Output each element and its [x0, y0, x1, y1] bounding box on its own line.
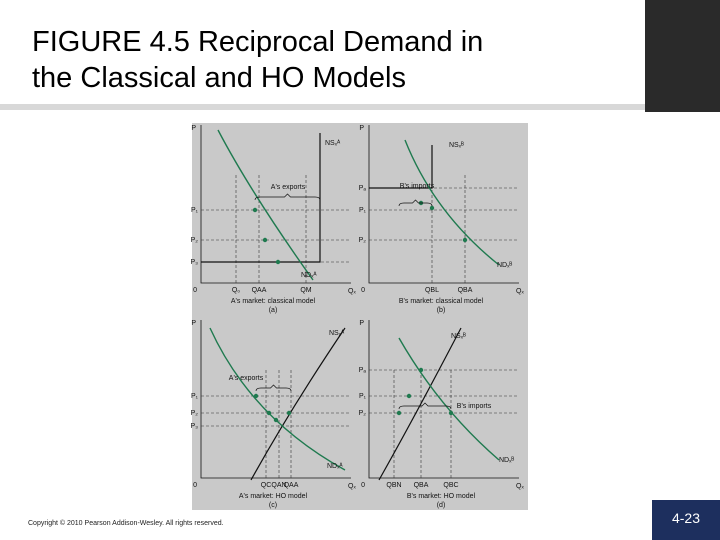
y-tick-label: P₂ [359, 237, 367, 244]
x-axis-label: Qₓ [348, 288, 356, 295]
x-tick-label: QAA [284, 482, 299, 489]
x-tick-label: QC [261, 482, 272, 489]
title-line: FIGURE 4.5 Reciprocal Demand in [32, 26, 484, 58]
x-axis-label: Qₓ [516, 288, 524, 295]
supply-curve [250, 327, 346, 481]
x-tick-label: Q₀ [232, 287, 240, 294]
point [273, 417, 279, 423]
demand-label: NDₓᴬ [327, 462, 343, 470]
title-line: the Classical and HO Models [32, 62, 406, 94]
x-axis-label: Qₓ [516, 483, 524, 490]
panel-letter: (d) [437, 502, 446, 509]
x-tick-label: QM [300, 287, 311, 294]
origin-label: 0 [193, 482, 197, 489]
x-tick-label: QBN [386, 482, 401, 489]
region-label: A's exports [271, 184, 306, 191]
point [275, 259, 281, 265]
region-label: B's imports [457, 403, 492, 410]
point [429, 205, 435, 211]
axis [200, 320, 351, 479]
demand-curve [404, 139, 500, 266]
brace [398, 402, 452, 410]
axis [200, 125, 351, 284]
region-label: A's exports [229, 375, 264, 382]
point [418, 367, 424, 373]
point [462, 237, 468, 243]
y-tick-label: P₁ [191, 207, 199, 214]
x-tick-label: QBA [414, 482, 429, 489]
page-number: 4-23 [652, 500, 720, 540]
point [396, 410, 402, 416]
logo [645, 0, 720, 112]
region-label: B's imports [400, 183, 435, 190]
y-tick-label: P₃ [190, 423, 198, 430]
x-tick-label: QBL [425, 287, 439, 294]
origin-label: 0 [361, 287, 365, 294]
point [266, 410, 272, 416]
y-tick-label: P₂ [359, 410, 367, 417]
x-tick-label: QAN [271, 482, 286, 489]
panel-caption: B's market: HO model [407, 493, 476, 500]
y-tick-label: P₂ [191, 410, 199, 417]
y-tick-label: P₁ [359, 207, 367, 214]
demand-curve [398, 337, 500, 461]
axis [368, 125, 519, 284]
supply-label: NSₓᴮ [449, 142, 464, 149]
brace [255, 384, 292, 392]
origin-label: 0 [361, 482, 365, 489]
demand-label: NDₓᴬ [301, 271, 317, 279]
supply-label: NSₓᴮ [451, 333, 466, 340]
supply-curve [369, 145, 433, 189]
y-tick-label: Pₐ [359, 367, 367, 374]
y-axis-label: P [359, 320, 364, 327]
x-tick-label: QAA [252, 287, 267, 294]
copyright: Copyright © 2010 Pearson Addison-Wesley.… [28, 520, 224, 527]
y-tick-label: P₃ [190, 259, 198, 266]
point [252, 207, 258, 213]
y-axis-label: P [191, 320, 196, 327]
y-tick-label: P₁ [359, 393, 367, 400]
panel-letter: (a) [269, 307, 278, 314]
demand-curve [209, 327, 346, 471]
demand-curve [217, 129, 314, 281]
supply-curve [378, 327, 462, 481]
supply-label: NSₓᴬ [325, 139, 341, 147]
panel-letter: (c) [269, 502, 277, 509]
demand-label: NDₓᴮ [497, 262, 512, 269]
x-tick-label: QBA [458, 287, 473, 294]
demand-label: NDₓᴮ [499, 457, 514, 464]
brace [254, 193, 321, 201]
brace [398, 199, 433, 207]
axis [368, 320, 519, 479]
panel-caption: A's market: HO model [239, 493, 308, 500]
y-tick-label: P₂ [191, 237, 199, 244]
point [262, 237, 268, 243]
figure-background [192, 123, 528, 510]
panel-caption: B's market: classical model [399, 298, 484, 305]
supply-label: NSₓᴬ [329, 329, 345, 337]
x-axis-label: Qₓ [348, 483, 356, 490]
point [448, 410, 454, 416]
point [406, 393, 412, 399]
y-axis-label: P [191, 125, 196, 132]
origin-label: 0 [193, 287, 197, 294]
panel-letter: (b) [437, 307, 446, 314]
y-tick-label: Pₐ [359, 185, 367, 192]
divider [0, 104, 645, 110]
point [286, 410, 292, 416]
y-tick-label: P₁ [191, 393, 199, 400]
panel-caption: A's market: classical model [231, 298, 316, 305]
y-axis-label: P [359, 125, 364, 132]
slide-title: FIGURE 4.5 Reciprocal Demand in the Clas… [32, 24, 483, 96]
supply-curve [201, 133, 321, 263]
point [253, 393, 259, 399]
x-tick-label: QBC [443, 482, 458, 489]
